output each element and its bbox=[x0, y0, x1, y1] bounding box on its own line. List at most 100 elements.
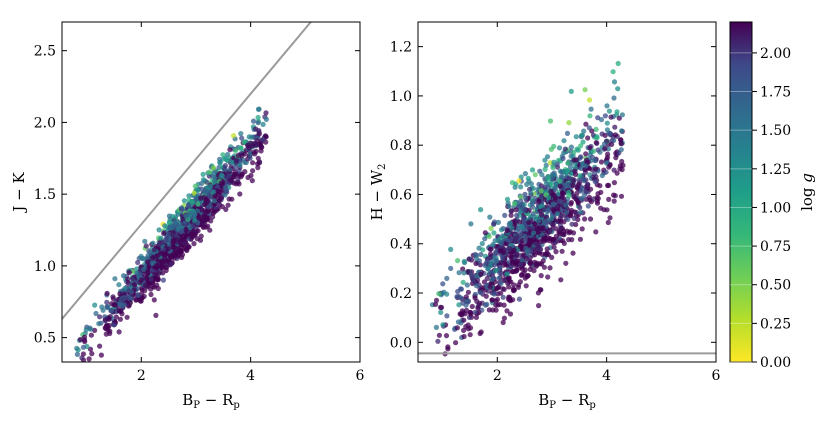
left-point bbox=[236, 181, 242, 187]
right-point bbox=[536, 303, 542, 309]
right-y-tick-label: 0.4 bbox=[390, 237, 412, 253]
colorbar-tick-label: 0.25 bbox=[760, 316, 791, 332]
right-point bbox=[495, 219, 501, 225]
right-point bbox=[477, 330, 483, 337]
right-point bbox=[509, 260, 516, 266]
left-point bbox=[235, 152, 241, 158]
left-point bbox=[200, 224, 206, 230]
left-point bbox=[148, 291, 154, 298]
right-point bbox=[540, 258, 546, 264]
left-point bbox=[192, 183, 198, 189]
right-x-tick-label: 6 bbox=[712, 368, 721, 384]
left-point bbox=[87, 346, 94, 352]
right-point bbox=[595, 115, 601, 121]
right-point bbox=[516, 178, 522, 184]
right-point bbox=[518, 198, 524, 204]
right-point bbox=[498, 240, 504, 246]
left-point bbox=[233, 159, 239, 165]
left-point bbox=[255, 106, 262, 112]
right-point bbox=[577, 204, 583, 211]
colorbar-tick-label: 1.75 bbox=[760, 85, 791, 101]
right-point bbox=[613, 155, 619, 161]
right-y-tick-label: 1.0 bbox=[390, 89, 412, 105]
right-point bbox=[517, 228, 523, 235]
right-point bbox=[501, 315, 507, 321]
left-point bbox=[183, 232, 189, 239]
left-point bbox=[146, 264, 152, 270]
right-point bbox=[607, 162, 613, 168]
right-point bbox=[507, 298, 514, 304]
left-point bbox=[74, 345, 80, 351]
right-point bbox=[525, 175, 531, 181]
left-point bbox=[225, 174, 231, 180]
right-point bbox=[551, 159, 557, 165]
right-point bbox=[604, 103, 610, 109]
right-point bbox=[456, 270, 462, 276]
left-point bbox=[158, 235, 164, 241]
left-point bbox=[165, 231, 171, 237]
right-point bbox=[454, 294, 460, 300]
right-point bbox=[607, 130, 613, 136]
left-point bbox=[251, 149, 257, 155]
right-point bbox=[507, 237, 514, 243]
right-point bbox=[436, 291, 442, 297]
left-point bbox=[83, 327, 89, 333]
left-point bbox=[170, 239, 176, 245]
right-point bbox=[578, 133, 585, 139]
left-point bbox=[195, 201, 201, 207]
right-point bbox=[478, 251, 484, 258]
left-point bbox=[135, 292, 141, 298]
right-point bbox=[506, 284, 512, 290]
right-point bbox=[543, 219, 549, 225]
right-point bbox=[581, 128, 587, 134]
right-point bbox=[490, 275, 496, 281]
right-point bbox=[514, 212, 520, 218]
right-point bbox=[550, 201, 556, 207]
left-point bbox=[160, 259, 166, 265]
right-point bbox=[603, 169, 609, 175]
right-point bbox=[602, 145, 608, 152]
right-point bbox=[615, 60, 621, 67]
right-plot-frame bbox=[417, 21, 717, 363]
left-point bbox=[181, 236, 187, 243]
right-point bbox=[469, 272, 475, 278]
right-point bbox=[558, 225, 564, 231]
left-point bbox=[189, 199, 195, 205]
left-point bbox=[200, 171, 206, 177]
right-point bbox=[566, 237, 572, 243]
left-point bbox=[186, 193, 192, 199]
right-point bbox=[513, 235, 520, 241]
left-point bbox=[193, 231, 199, 237]
right-point bbox=[576, 181, 582, 188]
left-point bbox=[219, 172, 225, 178]
right-point bbox=[605, 219, 611, 226]
left-point bbox=[165, 246, 171, 252]
right-point bbox=[479, 241, 485, 247]
right-point bbox=[573, 221, 579, 228]
right-point bbox=[526, 219, 532, 225]
right-point bbox=[568, 144, 575, 150]
right-point bbox=[560, 155, 566, 162]
left-point bbox=[214, 184, 220, 190]
right-point bbox=[495, 285, 501, 291]
left-point bbox=[263, 110, 269, 116]
left-point bbox=[196, 215, 202, 221]
right-point bbox=[593, 229, 599, 235]
right-point bbox=[550, 206, 556, 213]
right-point bbox=[516, 296, 523, 302]
right-point bbox=[468, 311, 474, 317]
left-point bbox=[150, 254, 156, 260]
right-point bbox=[561, 138, 567, 144]
right-point bbox=[436, 332, 442, 338]
left-point bbox=[117, 316, 123, 322]
left-point bbox=[262, 133, 269, 139]
right-point bbox=[558, 218, 564, 224]
right-point bbox=[453, 340, 459, 346]
right-point bbox=[588, 186, 594, 192]
right-point bbox=[454, 325, 460, 331]
left-point-cloud bbox=[74, 106, 269, 362]
left-point bbox=[108, 307, 114, 313]
left-y-tick-label: 1.0 bbox=[34, 259, 56, 275]
right-point bbox=[562, 146, 568, 152]
right-point bbox=[477, 289, 483, 296]
